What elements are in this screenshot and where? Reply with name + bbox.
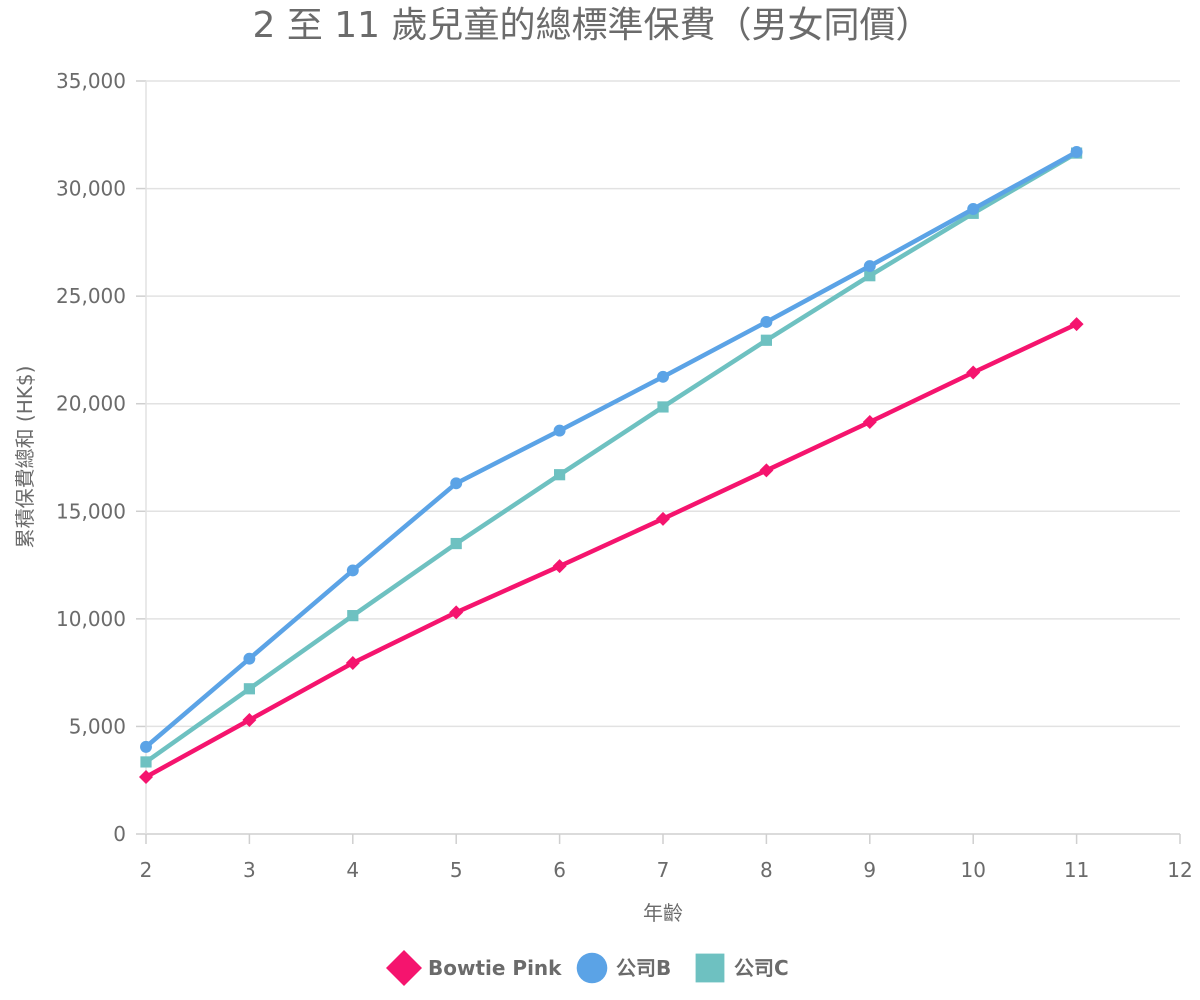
data-point-diamond: [1069, 317, 1084, 332]
data-point-circle: [243, 652, 256, 665]
x-tick-label: 6: [553, 858, 566, 882]
data-point-circle: [140, 740, 152, 753]
y-tick-label: 30,000: [56, 177, 126, 201]
data-point-diamond: [139, 769, 153, 784]
legend-label: 公司B: [616, 956, 671, 980]
data-point-circle: [346, 564, 359, 577]
legend-symbol-diamond: [386, 950, 422, 986]
data-point-square: [554, 469, 566, 481]
x-tick-label: 8: [760, 858, 773, 882]
chart-title: 2 至 11 歲兒童的總標準保費（男女同價）: [252, 5, 931, 46]
y-tick-label: 25,000: [56, 284, 126, 308]
y-tick-label: 5,000: [69, 714, 126, 738]
series-diamond: [139, 317, 1084, 784]
data-point-circle: [760, 316, 773, 328]
y-tick-label: 35,000: [56, 69, 126, 93]
data-point-circle: [450, 477, 463, 490]
data-point-square: [243, 683, 255, 695]
x-axis-ticks: 2 3 4 5 6 7 8 9 10 11 12: [140, 858, 1193, 882]
x-tick-label: 5: [450, 858, 463, 882]
data-point-square: [760, 334, 772, 346]
x-tick-label: 2: [140, 858, 153, 882]
data-point-square: [347, 610, 359, 622]
data-point-circle: [1070, 146, 1083, 158]
legend-label: 公司C: [734, 956, 789, 980]
data-point-diamond: [656, 511, 670, 526]
series-circle: [140, 146, 1083, 753]
data-point-circle: [967, 203, 980, 215]
data-point-circle: [863, 260, 876, 272]
data-point-diamond: [552, 559, 567, 574]
x-tick-label: 10: [960, 858, 985, 882]
data-point-square: [864, 270, 876, 282]
data-point-diamond: [449, 605, 464, 620]
y-axis-title: 累積保費總和 (HK$): [13, 366, 37, 549]
data-point-circle: [657, 370, 669, 383]
data-point-diamond: [345, 655, 360, 670]
y-axis-ticks: 0 5,000 10,000 15,000 20,000 25,000 30,000 35,0…: [56, 69, 126, 846]
y-tick-label: 10,000: [56, 607, 126, 631]
legend-symbol-circle: [576, 952, 608, 984]
gridlines: [136, 80, 1181, 844]
data-point-square: [450, 537, 462, 550]
data-point-diamond: [242, 712, 257, 727]
legend-symbol-square: [695, 953, 725, 983]
x-axis-title: 年齡: [643, 901, 683, 925]
series-line: [143, 321, 1079, 780]
x-tick-label: 7: [657, 858, 670, 882]
x-tick-label: 12: [1167, 858, 1192, 882]
data-point-diamond: [759, 463, 774, 478]
data-point-square: [657, 401, 669, 413]
y-tick-label: 20,000: [56, 392, 126, 416]
x-tick-label: 3: [243, 858, 256, 882]
data-point-diamond: [966, 365, 981, 380]
x-tick-label: 4: [346, 858, 359, 882]
legend-label: Bowtie Pink: [428, 956, 562, 980]
legend: Bowtie Pink 公司B 公司C: [386, 950, 789, 986]
data-point-square: [140, 756, 152, 768]
data-point-diamond: [862, 415, 877, 430]
x-tick-label: 11: [1064, 858, 1089, 882]
series-line: [143, 150, 1079, 765]
series-line: [143, 149, 1079, 750]
series-square: [140, 147, 1083, 768]
y-tick-label: 15,000: [56, 499, 126, 523]
series-group: [139, 146, 1084, 784]
x-tick-label: 9: [863, 858, 876, 882]
data-point-circle: [553, 424, 566, 437]
y-tick-label: 0: [113, 822, 126, 846]
